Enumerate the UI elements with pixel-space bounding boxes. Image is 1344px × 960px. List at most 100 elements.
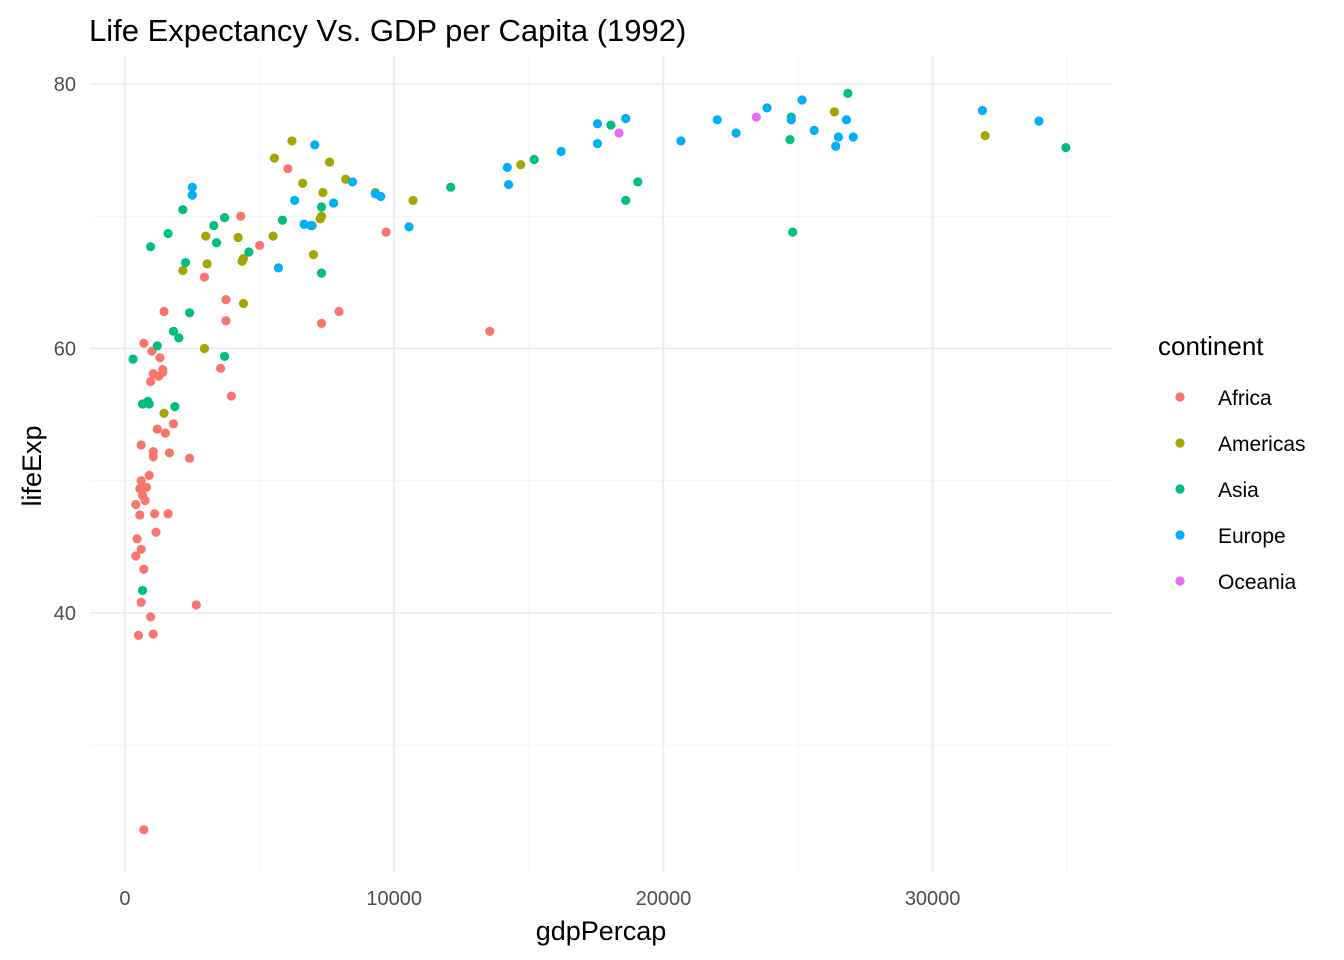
x-tick-label: 30000 [905, 888, 961, 910]
point-asia [163, 228, 173, 239]
point-europe [306, 220, 316, 231]
point-africa [139, 564, 149, 574]
point-europe [187, 190, 197, 200]
point-americas [199, 343, 210, 354]
point-africa [199, 272, 210, 282]
point-europe [504, 179, 514, 190]
point-asia [446, 182, 456, 192]
point-americas [316, 211, 327, 221]
point-americas [269, 153, 280, 163]
legend-title: continent [1158, 331, 1264, 361]
point-europe [556, 146, 566, 157]
chart-title: Life Expectancy Vs. GDP per Capita (1992… [89, 13, 686, 48]
point-asia [220, 213, 230, 223]
point-africa [131, 499, 141, 510]
point-asia [1061, 142, 1071, 153]
point-asia [178, 205, 188, 215]
point-asia [785, 135, 795, 145]
point-asia [633, 177, 643, 187]
point-europe [273, 263, 284, 273]
point-africa [148, 629, 158, 639]
legend-key-americas [1175, 438, 1185, 448]
point-asia [152, 341, 162, 351]
point-africa [136, 597, 146, 607]
point-americas [308, 250, 319, 260]
point-africa [152, 424, 162, 434]
legend-key-europe [1175, 530, 1185, 540]
point-africa [135, 510, 145, 520]
point-europe [290, 195, 300, 206]
point-africa [168, 419, 179, 429]
legend-label-europe: Europe [1218, 525, 1286, 548]
point-africa [139, 338, 149, 348]
point-africa [136, 544, 146, 555]
point-africa [148, 447, 158, 457]
point-africa [131, 551, 141, 561]
point-africa [136, 476, 146, 486]
point-africa [485, 326, 495, 336]
point-africa [283, 164, 293, 174]
point-europe [592, 138, 603, 149]
point-asia [185, 308, 195, 318]
point-asia [180, 257, 191, 268]
point-americas [298, 178, 308, 188]
point-africa [150, 509, 160, 519]
point-asia [128, 354, 138, 364]
point-americas [238, 298, 249, 309]
point-americas [233, 232, 243, 243]
point-europe [848, 132, 858, 142]
point-europe [762, 103, 772, 113]
point-africa [151, 527, 161, 537]
legend-key-oceania [1175, 576, 1185, 586]
legend-label-oceania: Oceania [1218, 571, 1297, 594]
point-asia [244, 247, 254, 257]
point-europe [712, 115, 722, 125]
point-europe [809, 125, 819, 135]
axis-ticks: 0 10000 20000 30000 40 60 80 [54, 74, 961, 910]
point-africa [191, 600, 201, 610]
point-africa [139, 825, 149, 835]
x-tick-label: 20000 [636, 888, 692, 910]
y-axis-title: lifeExp [17, 425, 47, 506]
point-asia [529, 154, 539, 165]
y-tick-label: 80 [54, 74, 76, 96]
point-africa [255, 240, 265, 250]
point-asia [145, 242, 156, 252]
point-asia [170, 402, 180, 412]
legend-label-americas: Americas [1218, 433, 1306, 456]
point-americas [287, 136, 297, 146]
point-americas [201, 231, 211, 241]
point-americas [318, 187, 328, 198]
legend-key-asia [1175, 484, 1185, 494]
point-africa [145, 612, 156, 622]
x-tick-label: 0 [119, 888, 130, 910]
point-asia [843, 88, 853, 98]
data-points [128, 88, 1071, 835]
point-europe [187, 182, 197, 192]
point-asia [137, 585, 148, 596]
point-africa [144, 470, 154, 480]
point-europe [786, 115, 796, 125]
legend-items: Africa Americas Asia Europe Oceania [1175, 387, 1306, 594]
point-europe [621, 113, 631, 124]
point-africa [155, 353, 165, 363]
y-tick-label: 60 [54, 338, 76, 360]
point-africa [160, 428, 170, 438]
point-europe [592, 119, 603, 129]
point-asia [316, 202, 327, 212]
point-americas [516, 160, 526, 170]
point-europe [347, 177, 358, 187]
point-americas [829, 107, 839, 117]
x-tick-label: 10000 [366, 888, 422, 910]
point-europe [404, 222, 414, 232]
point-africa [221, 316, 231, 326]
point-africa [158, 365, 168, 375]
point-africa [132, 534, 142, 544]
point-europe [977, 105, 988, 116]
point-americas [238, 253, 249, 264]
point-americas [159, 408, 169, 418]
point-europe [797, 95, 807, 105]
point-asia [168, 326, 179, 336]
point-asia [174, 333, 184, 343]
